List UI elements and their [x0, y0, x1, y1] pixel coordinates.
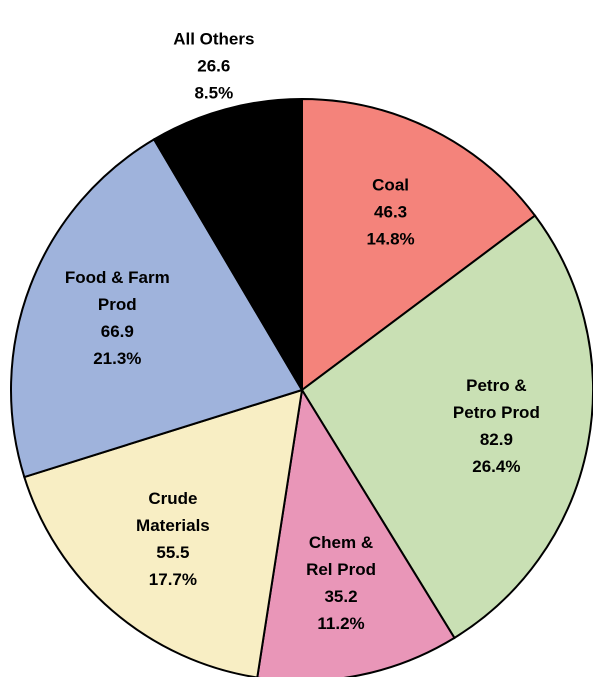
slice-label: 35.2 — [324, 587, 357, 606]
slice-label: Prod — [98, 295, 137, 314]
slice-label: 55.5 — [156, 543, 189, 562]
slice-label: 11.2% — [317, 614, 364, 633]
slice-label: Food & Farm — [65, 268, 170, 287]
pie-slice — [10, 138, 304, 479]
slice-label: 21.3% — [93, 349, 141, 368]
pie-slice — [256, 387, 456, 677]
pie-slice — [300, 214, 593, 640]
slice-label: Petro & — [466, 376, 526, 395]
slice-label: 26.4% — [472, 457, 520, 476]
slice-label: Coal — [372, 176, 409, 195]
slice-label: Materials — [136, 516, 210, 535]
slice-label: Petro Prod — [453, 403, 540, 422]
pie-slice — [23, 388, 304, 677]
pie-slice — [301, 97, 537, 392]
slice-label: Crude — [148, 489, 197, 508]
slice-label: 14.8% — [366, 230, 414, 249]
slice-label: Chem & — [309, 533, 373, 552]
slice-label: All Others — [173, 30, 254, 49]
slice-label: Rel Prod — [306, 560, 376, 579]
pie-slice — [152, 97, 303, 394]
slice-label: 46.3 — [374, 203, 407, 222]
slice-label: 82.9 — [480, 430, 513, 449]
slice-label: 66.9 — [101, 322, 134, 341]
slice-label: 8.5% — [194, 84, 233, 103]
slice-label: 26.6 — [197, 57, 230, 76]
slice-label: 17.7% — [149, 570, 197, 589]
